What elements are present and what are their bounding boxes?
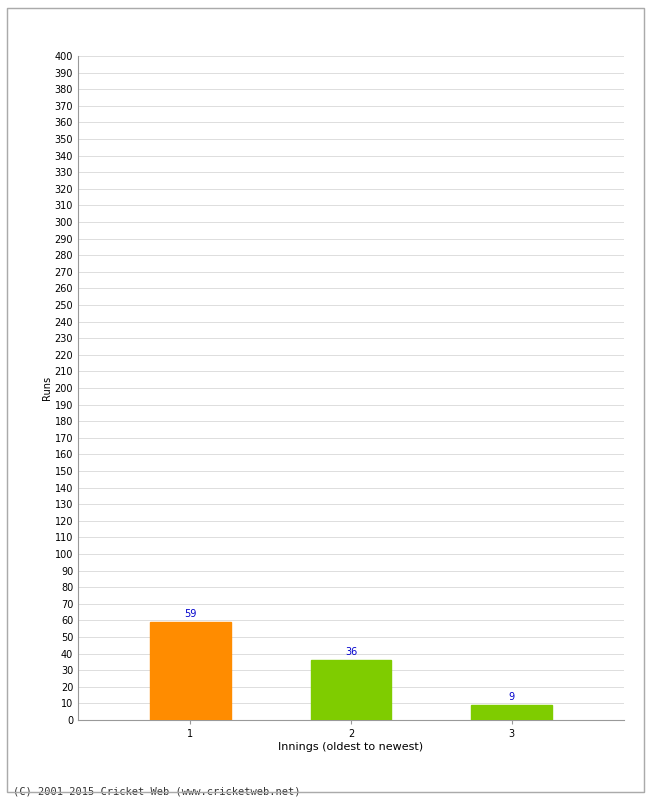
- Bar: [311, 660, 391, 720]
- Bar: [150, 622, 231, 720]
- Text: 59: 59: [184, 609, 196, 618]
- X-axis label: Innings (oldest to newest): Innings (oldest to newest): [278, 742, 424, 752]
- Text: (C) 2001-2015 Cricket Web (www.cricketweb.net): (C) 2001-2015 Cricket Web (www.cricketwe…: [13, 786, 300, 796]
- Text: 9: 9: [508, 692, 515, 702]
- Bar: [471, 705, 552, 720]
- Y-axis label: Runs: Runs: [42, 376, 52, 400]
- Text: 36: 36: [345, 647, 357, 657]
